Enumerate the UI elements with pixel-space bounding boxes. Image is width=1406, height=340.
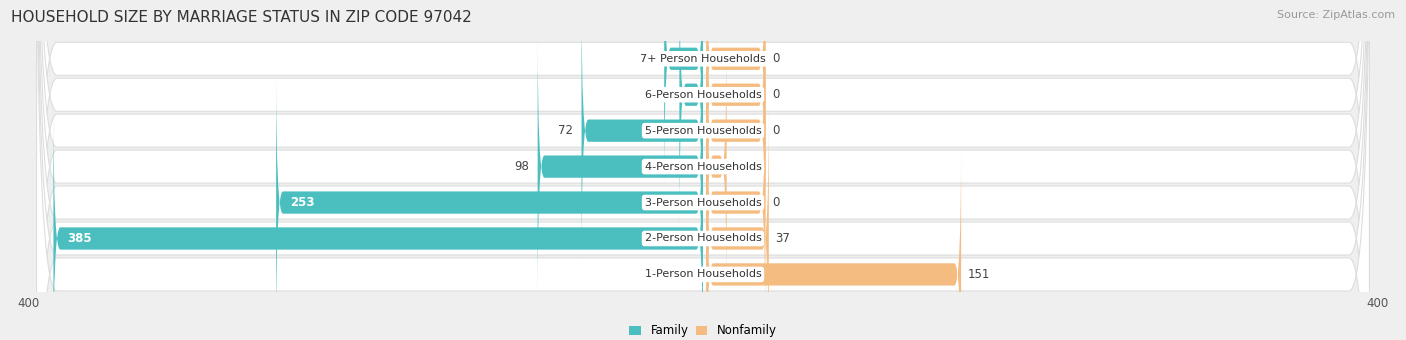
Text: 23: 23: [641, 52, 655, 65]
Text: 0: 0: [772, 88, 779, 101]
FancyBboxPatch shape: [53, 106, 703, 340]
Text: 0: 0: [772, 124, 779, 137]
FancyBboxPatch shape: [37, 0, 1369, 340]
Text: 253: 253: [290, 196, 314, 209]
Text: 385: 385: [67, 232, 91, 245]
Text: 1-Person Households: 1-Person Households: [644, 269, 762, 279]
FancyBboxPatch shape: [37, 0, 1369, 340]
Text: 6-Person Households: 6-Person Households: [644, 90, 762, 100]
FancyBboxPatch shape: [679, 0, 703, 227]
FancyBboxPatch shape: [706, 0, 765, 263]
Text: 14: 14: [657, 88, 671, 101]
Legend: Family, Nonfamily: Family, Nonfamily: [624, 319, 782, 340]
FancyBboxPatch shape: [37, 0, 1369, 340]
Text: 0: 0: [772, 196, 779, 209]
FancyBboxPatch shape: [706, 142, 962, 340]
FancyBboxPatch shape: [37, 0, 1369, 340]
FancyBboxPatch shape: [537, 34, 703, 299]
Text: 4-Person Households: 4-Person Households: [644, 162, 762, 172]
Text: 2-Person Households: 2-Person Households: [644, 234, 762, 243]
Text: Source: ZipAtlas.com: Source: ZipAtlas.com: [1277, 10, 1395, 20]
Text: 12: 12: [734, 160, 748, 173]
Text: 5-Person Households: 5-Person Households: [644, 126, 762, 136]
Text: 72: 72: [558, 124, 574, 137]
FancyBboxPatch shape: [37, 0, 1369, 340]
FancyBboxPatch shape: [582, 0, 703, 263]
Text: 98: 98: [515, 160, 529, 173]
Text: 0: 0: [772, 52, 779, 65]
Text: HOUSEHOLD SIZE BY MARRIAGE STATUS IN ZIP CODE 97042: HOUSEHOLD SIZE BY MARRIAGE STATUS IN ZIP…: [11, 10, 472, 25]
Text: 37: 37: [776, 232, 790, 245]
FancyBboxPatch shape: [706, 106, 769, 340]
FancyBboxPatch shape: [37, 0, 1369, 340]
FancyBboxPatch shape: [706, 70, 765, 335]
FancyBboxPatch shape: [706, 0, 765, 191]
Text: 7+ Person Households: 7+ Person Households: [640, 54, 766, 64]
FancyBboxPatch shape: [276, 70, 703, 335]
FancyBboxPatch shape: [664, 0, 703, 191]
FancyBboxPatch shape: [706, 34, 727, 299]
FancyBboxPatch shape: [37, 0, 1369, 340]
FancyBboxPatch shape: [706, 0, 765, 227]
Text: 3-Person Households: 3-Person Households: [644, 198, 762, 207]
Text: 151: 151: [967, 268, 990, 281]
